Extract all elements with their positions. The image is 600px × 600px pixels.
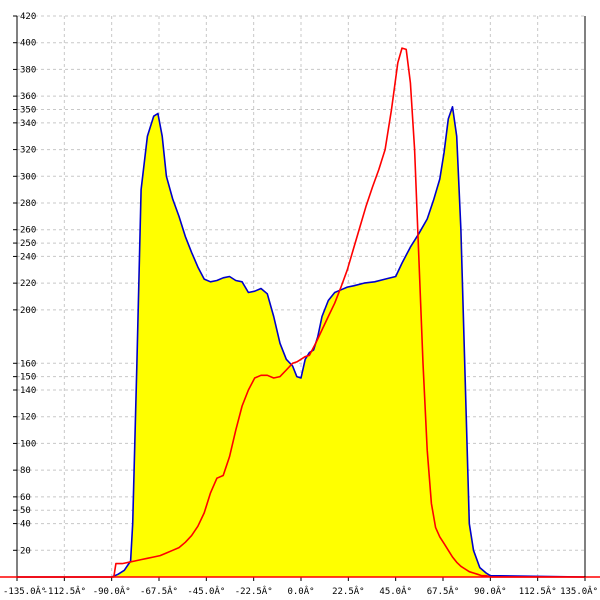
y-tick-label: 350 xyxy=(20,106,36,116)
y-tick-label: 220 xyxy=(20,279,36,289)
axes xyxy=(0,15,600,581)
x-tick-label: 135.0Â° xyxy=(560,585,598,597)
series-layer xyxy=(17,47,586,578)
y-tick-label: 80 xyxy=(20,466,31,476)
x-tick-label: -112.5Â° xyxy=(43,585,86,597)
x-tick-label: 67.5Â° xyxy=(427,585,460,597)
y-tick-label: 320 xyxy=(20,146,36,156)
y-tick-label: 20 xyxy=(20,546,31,556)
y-tick-label: 120 xyxy=(20,413,36,423)
y-tick-label: 400 xyxy=(20,39,36,49)
x-tick-label: -135.0Â° xyxy=(3,585,46,597)
series-0-line xyxy=(17,106,586,578)
x-tick-label: -22.5Â° xyxy=(235,585,273,597)
x-tick-label: 22.5Â° xyxy=(332,585,365,597)
y-tick-label: 260 xyxy=(20,226,36,236)
x-tick-label: 90.0Â° xyxy=(474,585,507,597)
x-tick-label: -67.5Â° xyxy=(140,585,178,597)
y-tick-label: 340 xyxy=(20,119,36,129)
y-tick-label: 250 xyxy=(20,239,36,249)
y-tick-label: 150 xyxy=(20,373,36,383)
y-tick-label: 40 xyxy=(20,520,31,530)
y-tick-label: 140 xyxy=(20,386,36,396)
y-tick-label: 240 xyxy=(20,252,36,262)
series-1-line xyxy=(17,47,585,578)
x-tick-label: 112.5Â° xyxy=(519,585,557,597)
y-tick-label: 380 xyxy=(20,65,36,75)
x-tick-label: -45.0Â° xyxy=(187,585,225,597)
x-tick-label: 45.0Â° xyxy=(379,585,412,597)
y-tick-label: 60 xyxy=(20,493,31,503)
x-tick-label: -90.0Â° xyxy=(93,585,131,597)
series-0-area xyxy=(17,106,585,578)
y-tick-label: 50 xyxy=(20,506,31,516)
y-tick-label: 100 xyxy=(20,439,36,449)
y-tick-label: 420 xyxy=(20,12,36,22)
y-tick-label: 360 xyxy=(20,92,36,102)
y-tick-label: 160 xyxy=(20,359,36,369)
tick-labels: -135.0Â°-112.5Â° -90.0Â° -67.5Â° -45.0Â° -22… xyxy=(3,12,598,597)
y-tick-label: 300 xyxy=(20,172,36,182)
y-tick-label: 280 xyxy=(20,199,36,209)
y-tick-label: 200 xyxy=(20,306,36,316)
x-tick-label: 0.0Â° xyxy=(287,585,314,597)
